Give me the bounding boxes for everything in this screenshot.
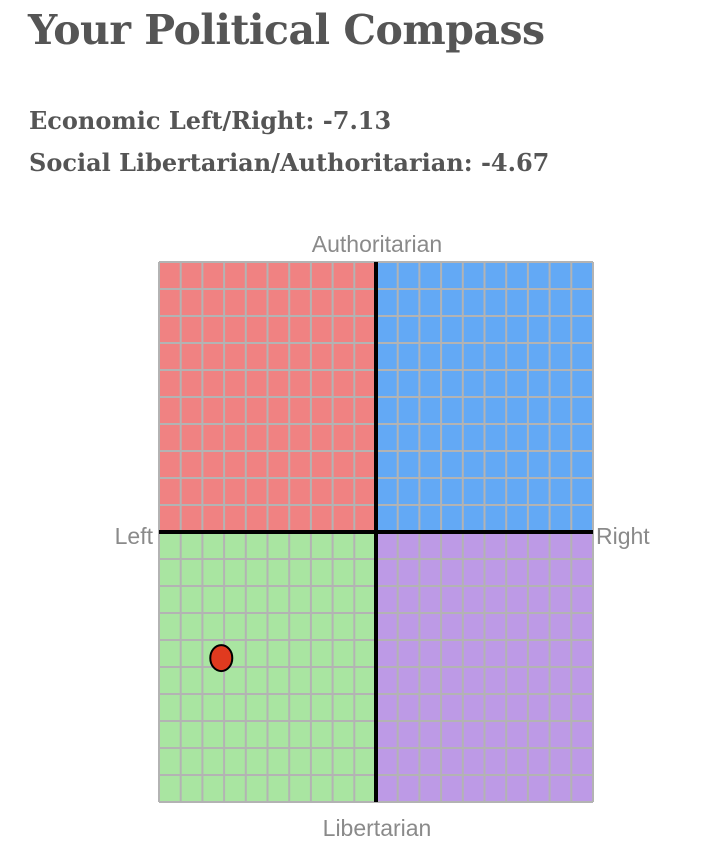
axis-label-bottom: Libertarian	[323, 815, 432, 841]
axis-label-top: Authoritarian	[312, 231, 442, 257]
economic-score-label: Economic Left/Right:	[29, 106, 315, 135]
compass-plot-area	[158, 261, 594, 803]
axis-label-right: Right	[596, 523, 650, 549]
page-title: Your Political Compass	[28, 6, 545, 54]
compass-position-marker	[209, 644, 234, 673]
economic-score: Economic Left/Right: -7.13	[29, 106, 391, 135]
social-score-label: Social Libertarian/Authoritarian:	[29, 148, 473, 177]
social-score-value: -4.67	[480, 148, 550, 177]
social-score: Social Libertarian/Authoritarian: -4.67	[29, 148, 549, 177]
economic-score-value: -7.13	[322, 106, 392, 135]
axis-label-left: Left	[115, 523, 154, 549]
